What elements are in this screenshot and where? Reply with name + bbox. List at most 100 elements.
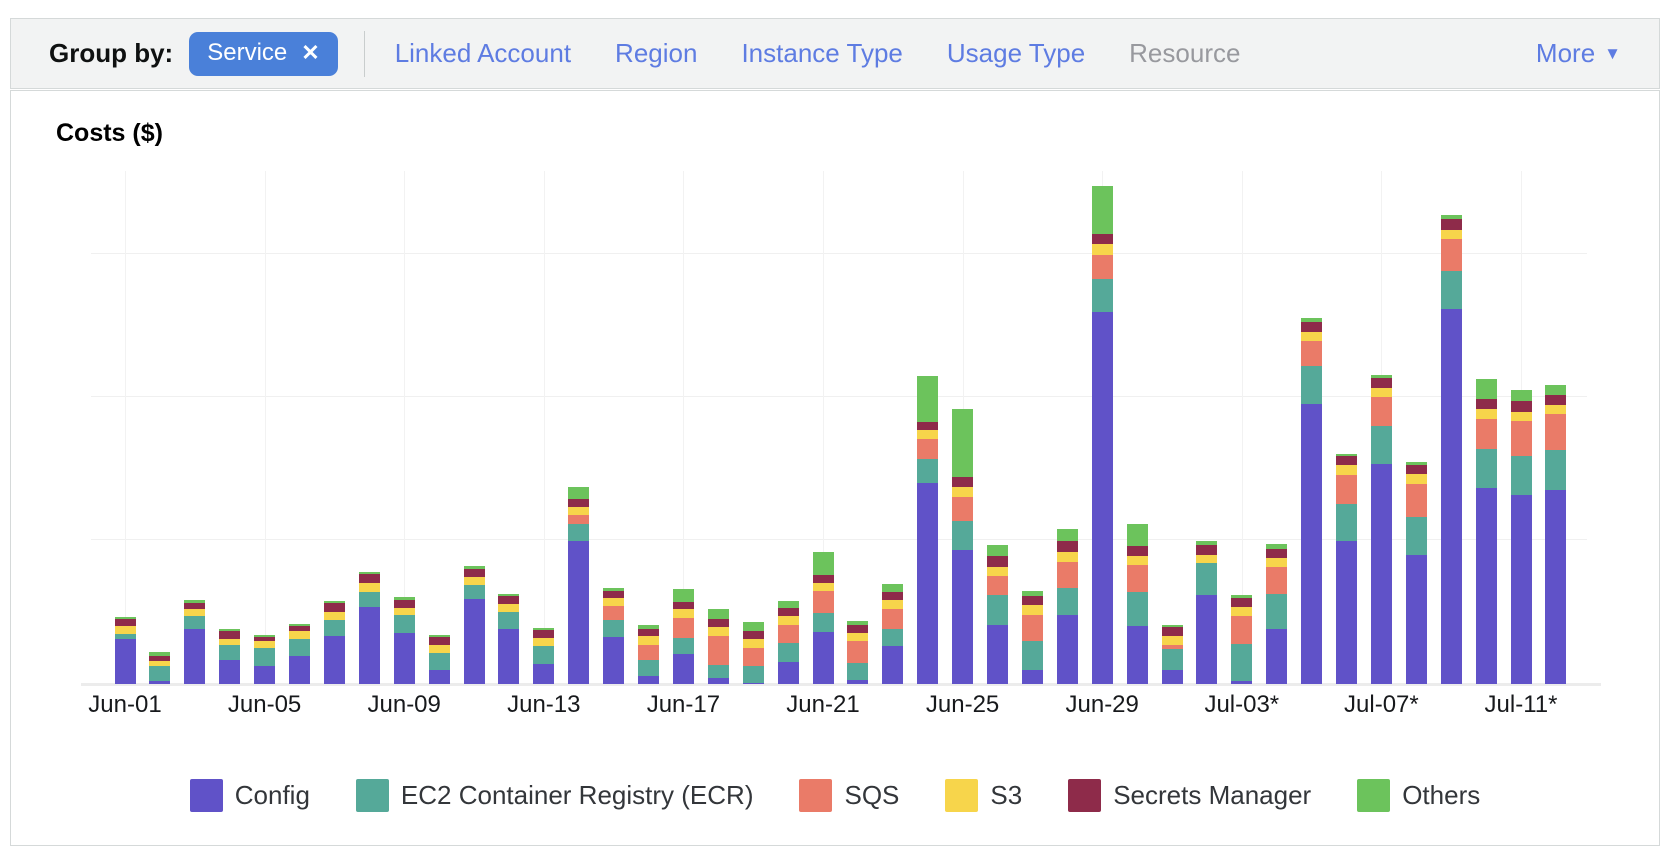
bar-segment-Jun-02-EC2-Container-Registry-ECR-[interactable] [149, 666, 171, 681]
bar-segment-Jun-07-Secrets-Manager[interactable] [323, 603, 345, 612]
bar-segment-Jul-05-S3[interactable] [1301, 332, 1323, 341]
bar-segment-Jun-06-S3[interactable] [289, 631, 310, 639]
bar-segment-Jun-04-EC2-Container-Registry-ECR-[interactable] [219, 645, 241, 660]
bar-segment-Jun-02-Others[interactable] [149, 652, 171, 656]
bar-segment-Jul-06-SQS[interactable] [1336, 475, 1357, 504]
bar-segment-Jun-29-SQS[interactable] [1091, 255, 1113, 279]
bar-segment-Jun-14-Secrets-Manager[interactable] [568, 499, 590, 507]
bar-segment-Jul-08-Secrets-Manager[interactable] [1405, 465, 1427, 474]
bar-segment-Jul-02-Others[interactable] [1196, 541, 1218, 545]
bar-segment-Jun-15-Secrets-Manager[interactable] [603, 591, 625, 598]
bar-segment-Jun-18-Secrets-Manager[interactable] [707, 619, 729, 627]
more-dropdown[interactable]: More ▼ [1536, 38, 1621, 69]
bar-segment-Jul-05-SQS[interactable] [1301, 341, 1323, 366]
bar-segment-Jul-11-SQS[interactable] [1510, 421, 1532, 456]
bar-segment-Jun-30-S3[interactable] [1126, 556, 1148, 565]
bar-segment-Jun-21-EC2-Container-Registry-ECR-[interactable] [812, 613, 834, 632]
bar-segment-Jun-28-Others[interactable] [1056, 529, 1078, 541]
bar-segment-Jun-25-S3[interactable] [952, 487, 974, 497]
bar-segment-Jun-05-S3[interactable] [254, 641, 276, 648]
bar-segment-Jul-11-S3[interactable] [1510, 412, 1532, 421]
bar-segment-Jul-04-Others[interactable] [1266, 544, 1288, 549]
bar-segment-Jun-16-Secrets-Manager[interactable] [638, 629, 659, 636]
bar-segment-Jul-09-SQS[interactable] [1440, 239, 1462, 271]
bar-segment-Jul-05-Secrets-Manager[interactable] [1301, 322, 1323, 332]
bar-segment-Jun-23-Config[interactable] [882, 646, 904, 684]
bar-segment-Jun-05-Others[interactable] [254, 635, 276, 637]
bar-segment-Jun-03-S3[interactable] [184, 609, 206, 616]
bar-segment-Jun-21-SQS[interactable] [812, 591, 834, 613]
bar-segment-Jun-03-EC2-Container-Registry-ECR-[interactable] [184, 616, 206, 629]
bar-segment-Jul-06-Secrets-Manager[interactable] [1336, 456, 1357, 465]
bar-segment-Jul-03-Config[interactable] [1231, 681, 1253, 684]
bar-segment-Jul-07-S3[interactable] [1370, 388, 1392, 397]
bar-segment-Jun-15-EC2-Container-Registry-ECR-[interactable] [603, 620, 625, 637]
bar-segment-Jun-11-Secrets-Manager[interactable] [463, 569, 485, 577]
bar-segment-Jun-05-EC2-Container-Registry-ECR-[interactable] [254, 648, 276, 666]
bar-segment-Jun-09-S3[interactable] [393, 608, 415, 615]
bar-segment-Jun-08-Others[interactable] [358, 572, 380, 574]
bar-segment-Jun-08-EC2-Container-Registry-ECR-[interactable] [358, 592, 380, 607]
bar-segment-Jul-03-S3[interactable] [1231, 607, 1253, 616]
bar-segment-Jun-14-SQS[interactable] [568, 515, 590, 524]
bar-segment-Jun-01-S3[interactable] [114, 626, 136, 634]
bar-segment-Jul-09-Config[interactable] [1440, 309, 1462, 684]
bar-segment-Jun-15-Others[interactable] [603, 588, 625, 591]
bar-segment-Jun-04-S3[interactable] [219, 639, 241, 645]
bar-segment-Jul-07-EC2-Container-Registry-ECR-[interactable] [1370, 426, 1392, 464]
bar-segment-Jun-04-Secrets-Manager[interactable] [219, 631, 241, 639]
bar-segment-Jun-12-EC2-Container-Registry-ECR-[interactable] [498, 612, 520, 629]
bar-segment-Jun-25-SQS[interactable] [952, 497, 974, 521]
bar-segment-Jul-10-SQS[interactable] [1475, 419, 1497, 449]
bar-segment-Jul-05-Config[interactable] [1301, 404, 1323, 684]
bar-segment-Jul-12-S3[interactable] [1545, 405, 1567, 414]
bar-segment-Jun-25-Secrets-Manager[interactable] [952, 477, 974, 487]
bar-segment-Jul-07-Secrets-Manager[interactable] [1370, 378, 1392, 388]
bar-segment-Jun-28-SQS[interactable] [1056, 562, 1078, 588]
bar-segment-Jun-29-Secrets-Manager[interactable] [1091, 234, 1113, 244]
bar-segment-Jun-27-Others[interactable] [1021, 591, 1043, 596]
bar-segment-Jul-06-Others[interactable] [1336, 454, 1357, 456]
bar-segment-Jun-16-EC2-Container-Registry-ECR-[interactable] [638, 660, 659, 676]
bar-segment-Jun-20-SQS[interactable] [777, 625, 799, 643]
bar-segment-Jul-04-Secrets-Manager[interactable] [1266, 549, 1288, 558]
bar-segment-Jul-12-Config[interactable] [1545, 490, 1567, 684]
bar-segment-Jun-24-Secrets-Manager[interactable] [917, 422, 939, 430]
bar-segment-Jun-30-EC2-Container-Registry-ECR-[interactable] [1126, 592, 1148, 626]
bar-segment-Jul-09-Secrets-Manager[interactable] [1440, 219, 1462, 230]
bar-segment-Jul-06-Config[interactable] [1336, 541, 1357, 684]
bar-segment-Jun-25-Others[interactable] [952, 409, 974, 477]
bar-segment-Jul-11-Others[interactable] [1510, 390, 1532, 401]
bar-segment-Jun-15-Config[interactable] [603, 637, 625, 684]
bar-segment-Jul-09-Others[interactable] [1440, 215, 1462, 219]
bar-segment-Jun-08-Secrets-Manager[interactable] [358, 574, 380, 583]
bar-segment-Jun-11-S3[interactable] [463, 577, 485, 585]
bar-segment-Jul-08-SQS[interactable] [1405, 484, 1427, 517]
bar-segment-Jun-24-SQS[interactable] [917, 439, 939, 459]
bar-segment-Jun-21-Secrets-Manager[interactable] [812, 575, 834, 583]
bar-segment-Jun-27-EC2-Container-Registry-ECR-[interactable] [1021, 641, 1043, 670]
bar-segment-Jul-12-EC2-Container-Registry-ECR-[interactable] [1545, 450, 1567, 490]
bar-segment-Jun-21-Others[interactable] [812, 552, 834, 575]
bar-segment-Jul-04-Config[interactable] [1266, 629, 1288, 684]
bar-segment-Jun-02-Config[interactable] [149, 681, 171, 684]
bar-segment-Jun-06-Secrets-Manager[interactable] [289, 626, 310, 631]
bar-segment-Jul-12-Others[interactable] [1545, 385, 1567, 395]
bar-segment-Jul-07-Config[interactable] [1370, 464, 1392, 684]
bar-segment-Jun-27-S3[interactable] [1021, 605, 1043, 615]
bar-segment-Jun-02-Secrets-Manager[interactable] [149, 656, 171, 661]
bar-segment-Jun-09-Others[interactable] [393, 597, 415, 600]
bar-segment-Jun-08-S3[interactable] [358, 583, 380, 592]
bar-segment-Jun-19-Others[interactable] [742, 622, 764, 631]
bar-segment-Jun-10-Secrets-Manager[interactable] [428, 637, 450, 645]
bar-segment-Jul-08-Config[interactable] [1405, 555, 1427, 684]
bar-segment-Jun-14-S3[interactable] [568, 507, 590, 515]
bar-segment-Jul-02-S3[interactable] [1196, 555, 1218, 563]
bar-segment-Jun-03-Others[interactable] [184, 600, 206, 603]
bar-segment-Jun-24-EC2-Container-Registry-ECR-[interactable] [917, 459, 939, 483]
legend-item-EC2-Container-Registry-ECR-[interactable]: EC2 Container Registry (ECR) [355, 779, 753, 812]
bar-segment-Jun-25-Config[interactable] [952, 550, 974, 684]
bar-segment-Jul-01-S3[interactable] [1161, 636, 1183, 645]
bar-segment-Jun-04-Config[interactable] [219, 660, 241, 684]
bar-segment-Jun-12-Secrets-Manager[interactable] [498, 596, 520, 604]
